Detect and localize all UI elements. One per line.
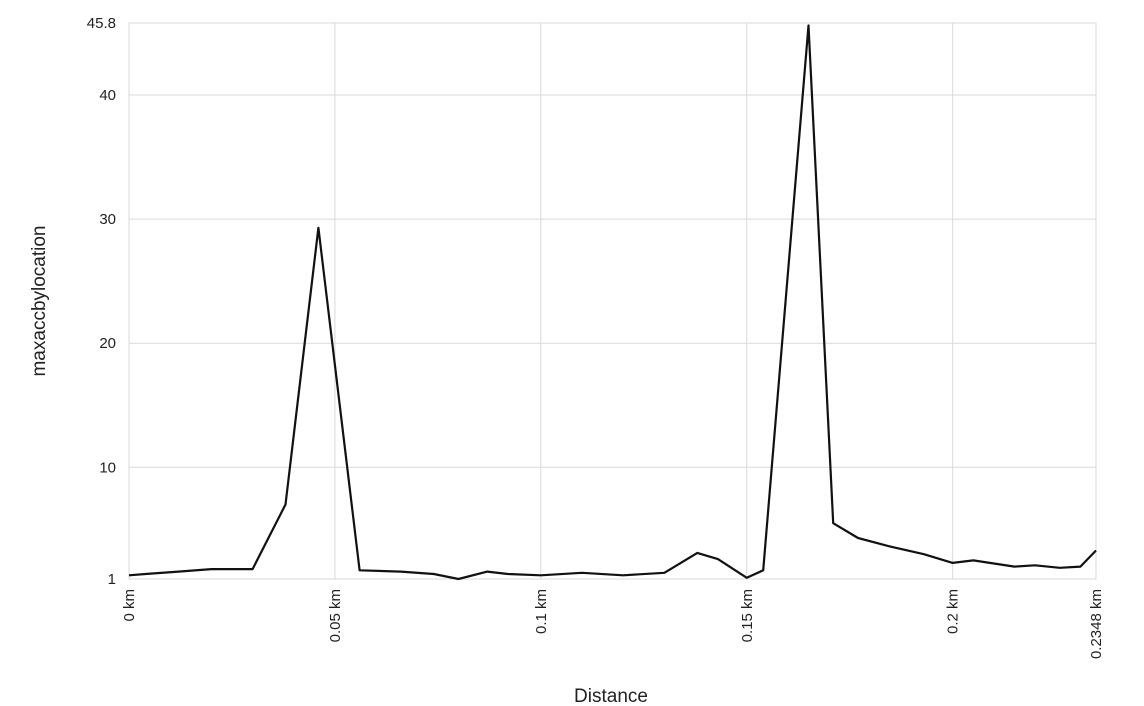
x-tick-label: 0.2 km — [945, 589, 962, 634]
x-tick-label: 0.1 km — [533, 589, 550, 634]
x-axis-title: Distance — [574, 686, 648, 706]
y-tick-labels: 1 10 20 30 40 45.8 — [87, 15, 116, 588]
y-tick-label: 10 — [99, 459, 116, 476]
y-tick-label: 30 — [99, 211, 116, 228]
grid — [128, 22, 1097, 580]
y-axis-title: maxaccbylocation — [29, 225, 50, 376]
x-tick-label: 0.05 km — [327, 589, 344, 642]
y-tick-label: 45.8 — [87, 15, 116, 32]
x-tick-label: 0.2348 km — [1088, 589, 1105, 659]
x-tick-label: 0.15 km — [739, 589, 756, 642]
x-tick-label: 0 km — [121, 589, 138, 622]
y-tick-label: 40 — [99, 87, 116, 104]
series-line — [128, 24, 1097, 581]
x-tick-labels: 0 km 0.05 km 0.1 km 0.15 km 0.2 km 0.2348 km — [121, 589, 1105, 659]
y-tick-label: 1 — [108, 571, 116, 588]
y-tick-label: 20 — [99, 335, 116, 352]
plot-frame — [128, 22, 1097, 580]
